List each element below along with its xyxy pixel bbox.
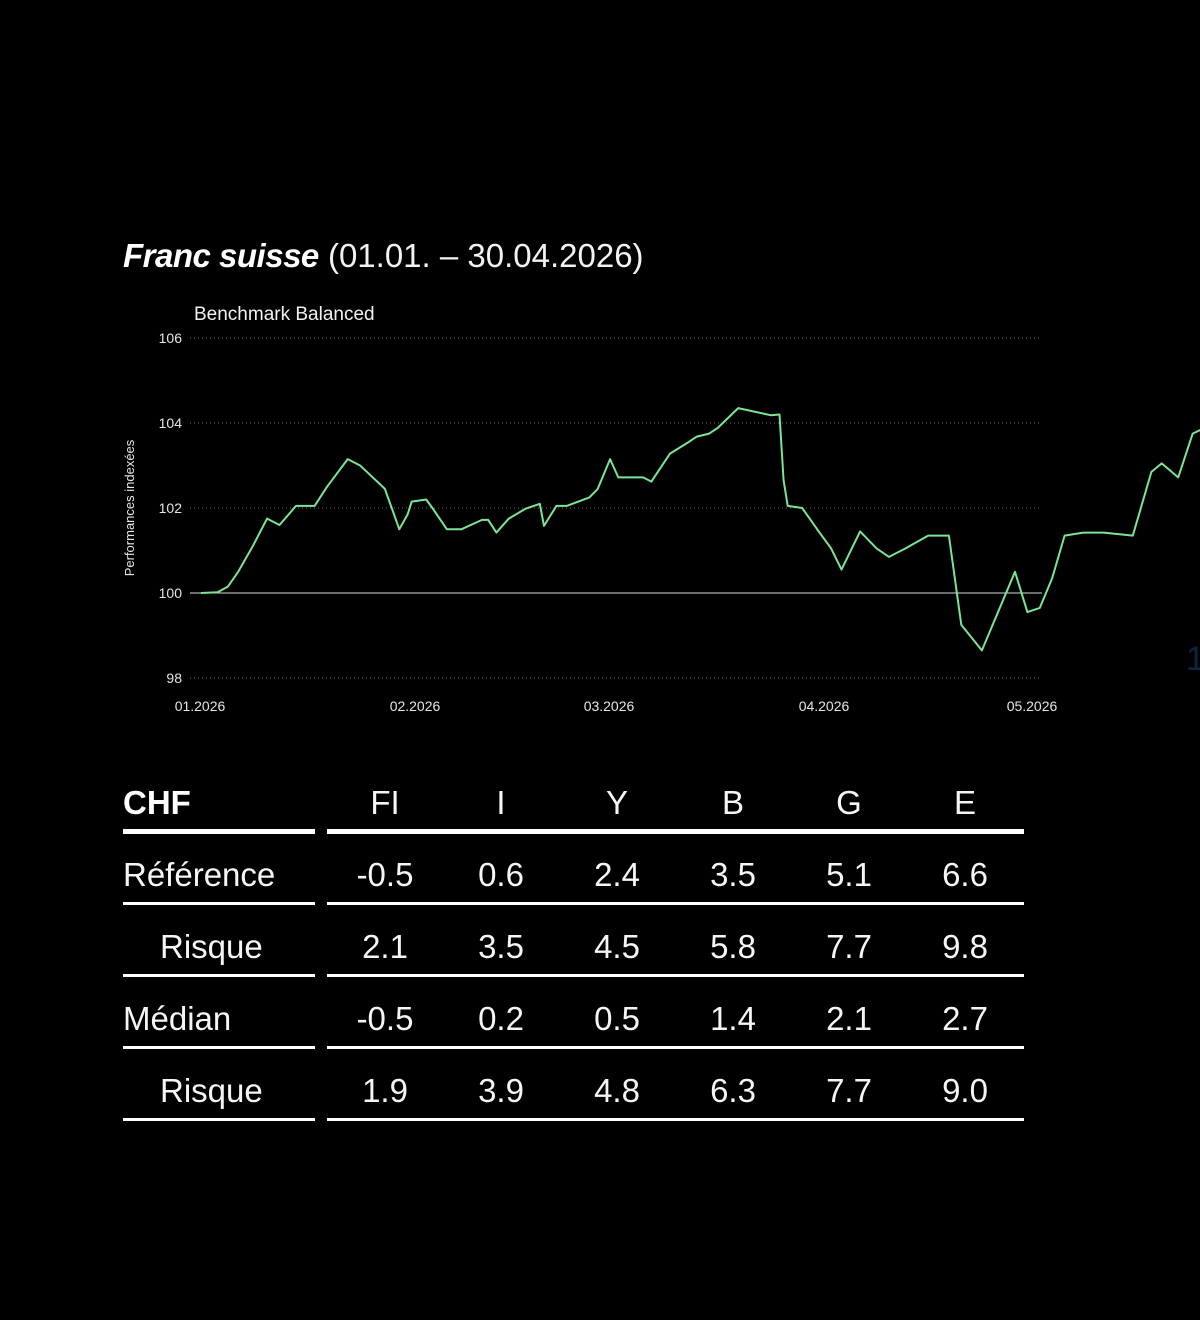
series-label: Benchmark Balanced	[194, 304, 375, 325]
table-cell: 2.4	[594, 856, 640, 893]
x-tick-label: 05.2026	[1007, 698, 1058, 714]
table-cell: 2.1	[826, 1000, 872, 1037]
table-cell: 2.1	[362, 928, 408, 965]
table-cell: 1.4	[710, 1000, 756, 1037]
table-cell: 6.6	[942, 856, 988, 893]
table-cell: 4.8	[594, 1072, 640, 1109]
x-tick-label: 03.2026	[584, 698, 635, 714]
header-rule-label	[123, 829, 315, 834]
row-rule-values	[327, 1046, 1024, 1049]
performance-chart: 98 100 102 104 106 01.2026 02.2026 03.2026 04.2…	[122, 304, 1200, 714]
table-cell: 9.0	[942, 1072, 988, 1109]
table-cell: 3.5	[710, 856, 756, 893]
table-cell: 7.7	[826, 1072, 872, 1109]
page-title: Franc suisse (01.01. – 30.04.2026)	[123, 232, 644, 280]
title-period: (01.01. – 30.04.2026)	[327, 237, 644, 274]
table-cell: 2.7	[942, 1000, 988, 1037]
row-label: Médian	[123, 1000, 232, 1037]
header-rule-values	[327, 829, 1024, 834]
column-header-g: G	[836, 784, 862, 821]
y-tick-label: 100	[159, 585, 183, 601]
row-rule-label	[123, 1046, 315, 1049]
y-tick-label: 98	[166, 670, 182, 686]
table-cell: 5.1	[826, 856, 872, 893]
row-rule-values	[327, 1118, 1024, 1121]
row-label: Risque	[160, 928, 263, 965]
table-cell: 7.7	[826, 928, 872, 965]
table-cell: -0.5	[356, 1000, 414, 1037]
row-rule-values	[327, 974, 1024, 977]
chart-y-ticks: 98 100 102 104 106	[159, 330, 183, 686]
chart-x-ticks: 01.2026 02.2026 03.2026 04.2026 05.2026	[175, 698, 1058, 714]
row-rule-label	[123, 902, 315, 905]
row-label: Référence	[123, 856, 276, 893]
column-header-e: E	[953, 784, 976, 821]
table-cell: 4.5	[594, 928, 640, 965]
table-cell: 3.9	[478, 1072, 524, 1109]
column-header-i: I	[496, 784, 506, 821]
table-cell: 5.8	[710, 928, 756, 965]
column-header-b: B	[721, 784, 744, 821]
y-tick-label: 104	[159, 415, 183, 431]
y-axis-label: Performances indexées	[122, 439, 137, 576]
table-cell: 3.5	[478, 928, 524, 965]
table-currency-header: CHF	[123, 784, 191, 821]
x-tick-label: 04.2026	[799, 698, 850, 714]
series-line-benchmark-balanced	[200, 407, 1200, 652]
x-tick-label: 02.2026	[390, 698, 441, 714]
table-cell: -0.5	[356, 856, 414, 893]
table-cell: 6.3	[710, 1072, 756, 1109]
y-tick-label: 102	[159, 500, 183, 516]
table-cell: 1.9	[362, 1072, 408, 1109]
table-cell: 0.5	[594, 1000, 640, 1037]
table-cell: 9.8	[942, 928, 988, 965]
row-rule-label	[123, 974, 315, 977]
table-cell: 0.6	[478, 856, 524, 893]
row-label: Risque	[160, 1072, 263, 1109]
row-rule-values	[327, 902, 1024, 905]
table-cell: 0.2	[478, 1000, 524, 1037]
title-currency: Franc suisse	[123, 237, 319, 274]
y-tick-label: 106	[159, 330, 183, 346]
column-header-y: Y	[605, 784, 628, 821]
x-tick-label: 01.2026	[175, 698, 226, 714]
column-header-fi: FI	[370, 784, 400, 821]
edge-glyph: 1	[1186, 640, 1200, 678]
row-rule-label	[123, 1118, 315, 1121]
